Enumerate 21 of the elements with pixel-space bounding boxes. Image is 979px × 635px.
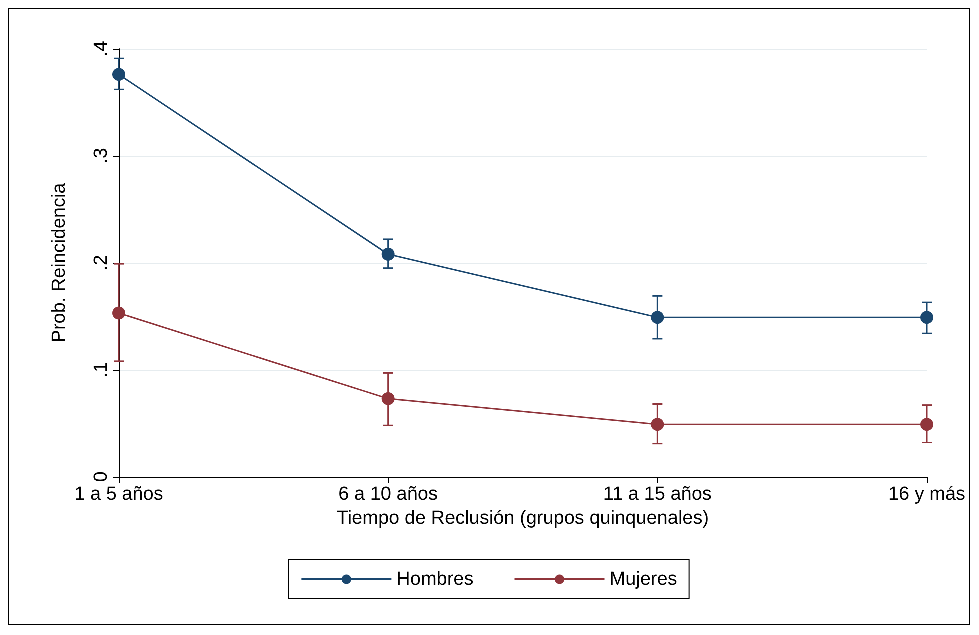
point [651,311,664,324]
x-tick-label: 6 a 10 años [338,484,438,505]
legend-label: Hombres [396,569,474,590]
point [112,68,126,82]
y-tick-label: .2 [91,255,112,271]
y-axis-title: Prob. Reincidencia [49,182,70,343]
point [651,418,664,432]
x-axis-title: Tiempo de Reclusión (grupos quinquenales) [336,508,710,529]
point [112,306,126,320]
y-tick-label: .1 [91,362,112,378]
point [382,392,395,406]
x-tick-label: 16 y más [888,484,966,505]
y-tick-label: .3 [91,148,112,164]
point [920,418,934,432]
x-tick-label: 1 a 5 años [74,484,164,505]
x-tick-label: 11 a 15 años [603,484,712,505]
point [382,248,395,261]
y-tick-label: .4 [91,40,112,57]
y-tick-label: 0 [91,472,112,482]
legend-label: Mujeres [610,569,678,590]
point [920,311,934,324]
